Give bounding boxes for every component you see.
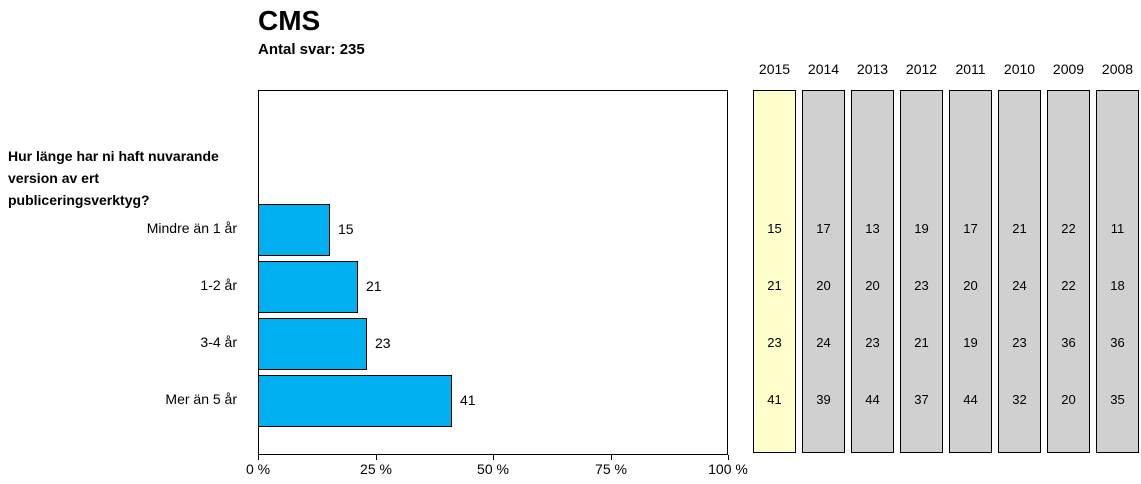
year-column-value: 35 — [1110, 392, 1125, 407]
bar-value-label: 15 — [338, 221, 354, 237]
year-column — [851, 90, 894, 453]
year-column-value: 23 — [914, 278, 929, 293]
x-axis-tick — [493, 455, 494, 460]
year-column-value: 44 — [865, 392, 880, 407]
bar — [258, 261, 358, 313]
x-axis-tick — [728, 455, 729, 460]
year-column-value: 41 — [767, 392, 782, 407]
bar — [258, 375, 452, 427]
bar-value-label: 21 — [366, 278, 382, 294]
x-axis-tick-label: 25 % — [360, 461, 392, 477]
year-column — [1047, 90, 1090, 453]
question-text: Hur länge har ni haft nuvarande version … — [8, 148, 219, 208]
year-column-header: 2008 — [1101, 61, 1134, 77]
year-column-value: 19 — [914, 221, 929, 236]
year-column-value: 13 — [865, 221, 880, 236]
category-label: Mindre än 1 år — [146, 220, 237, 236]
year-column-value: 20 — [1061, 392, 1076, 407]
year-column-highlighted — [753, 90, 796, 453]
year-column-value: 19 — [963, 335, 978, 350]
year-column-value: 39 — [816, 392, 831, 407]
bar — [258, 318, 367, 370]
year-column-header: 2009 — [1052, 61, 1085, 77]
plot-area: 15 21 23 41 — [258, 90, 728, 455]
x-axis-tick-label: 100 % — [708, 461, 748, 477]
year-column-value: 24 — [1012, 278, 1027, 293]
category-label: Mer än 5 år — [165, 391, 237, 407]
year-column-value: 36 — [1110, 335, 1125, 350]
year-column-value: 22 — [1061, 221, 1076, 236]
year-column-header: 2011 — [955, 61, 986, 77]
year-column-value: 15 — [767, 221, 782, 236]
year-column-value: 21 — [1012, 221, 1027, 236]
year-column-value: 18 — [1110, 278, 1125, 293]
x-axis-tick — [611, 455, 612, 460]
year-column-header: 2012 — [905, 61, 938, 77]
bar-value-label: 41 — [460, 392, 476, 408]
bar-value-label: 23 — [375, 335, 391, 351]
year-column-value: 22 — [1061, 278, 1076, 293]
year-column-value: 20 — [816, 278, 831, 293]
year-column-value: 24 — [816, 335, 831, 350]
year-column-value: 23 — [1012, 335, 1027, 350]
year-column-value: 20 — [963, 278, 978, 293]
x-axis-tick-label: 75 % — [595, 461, 627, 477]
year-column-header: 2014 — [807, 61, 840, 77]
year-column-value: 17 — [816, 221, 831, 236]
x-axis-tick — [258, 455, 259, 460]
year-column-value: 21 — [914, 335, 929, 350]
year-column-value: 11 — [1110, 221, 1125, 236]
bar — [258, 204, 330, 256]
x-axis-tick — [376, 455, 377, 460]
year-column-header: 2015 — [758, 61, 791, 77]
year-column-value: 23 — [865, 335, 880, 350]
year-column — [1096, 90, 1139, 453]
year-column-value: 37 — [914, 392, 929, 407]
category-label: 1-2 år — [200, 277, 237, 293]
chart-title: CMS — [258, 5, 321, 36]
year-column-value: 20 — [865, 278, 880, 293]
x-axis-tick-label: 50 % — [477, 461, 509, 477]
year-column — [949, 90, 992, 453]
year-column-value: 36 — [1061, 335, 1076, 350]
year-column — [998, 90, 1041, 453]
x-axis-tick-label: 0 % — [245, 461, 271, 477]
category-label: 3-4 år — [200, 334, 237, 350]
chart-subtitle: Antal svar: 235 — [258, 41, 365, 58]
year-column-header: 2013 — [856, 61, 889, 77]
year-column-value: 44 — [963, 392, 978, 407]
year-column — [802, 90, 845, 453]
year-column-header: 2010 — [1003, 61, 1036, 77]
year-column — [900, 90, 943, 453]
year-column-value: 23 — [767, 335, 782, 350]
year-column-value: 17 — [963, 221, 978, 236]
year-column-value: 32 — [1012, 392, 1027, 407]
year-column-value: 21 — [767, 278, 782, 293]
